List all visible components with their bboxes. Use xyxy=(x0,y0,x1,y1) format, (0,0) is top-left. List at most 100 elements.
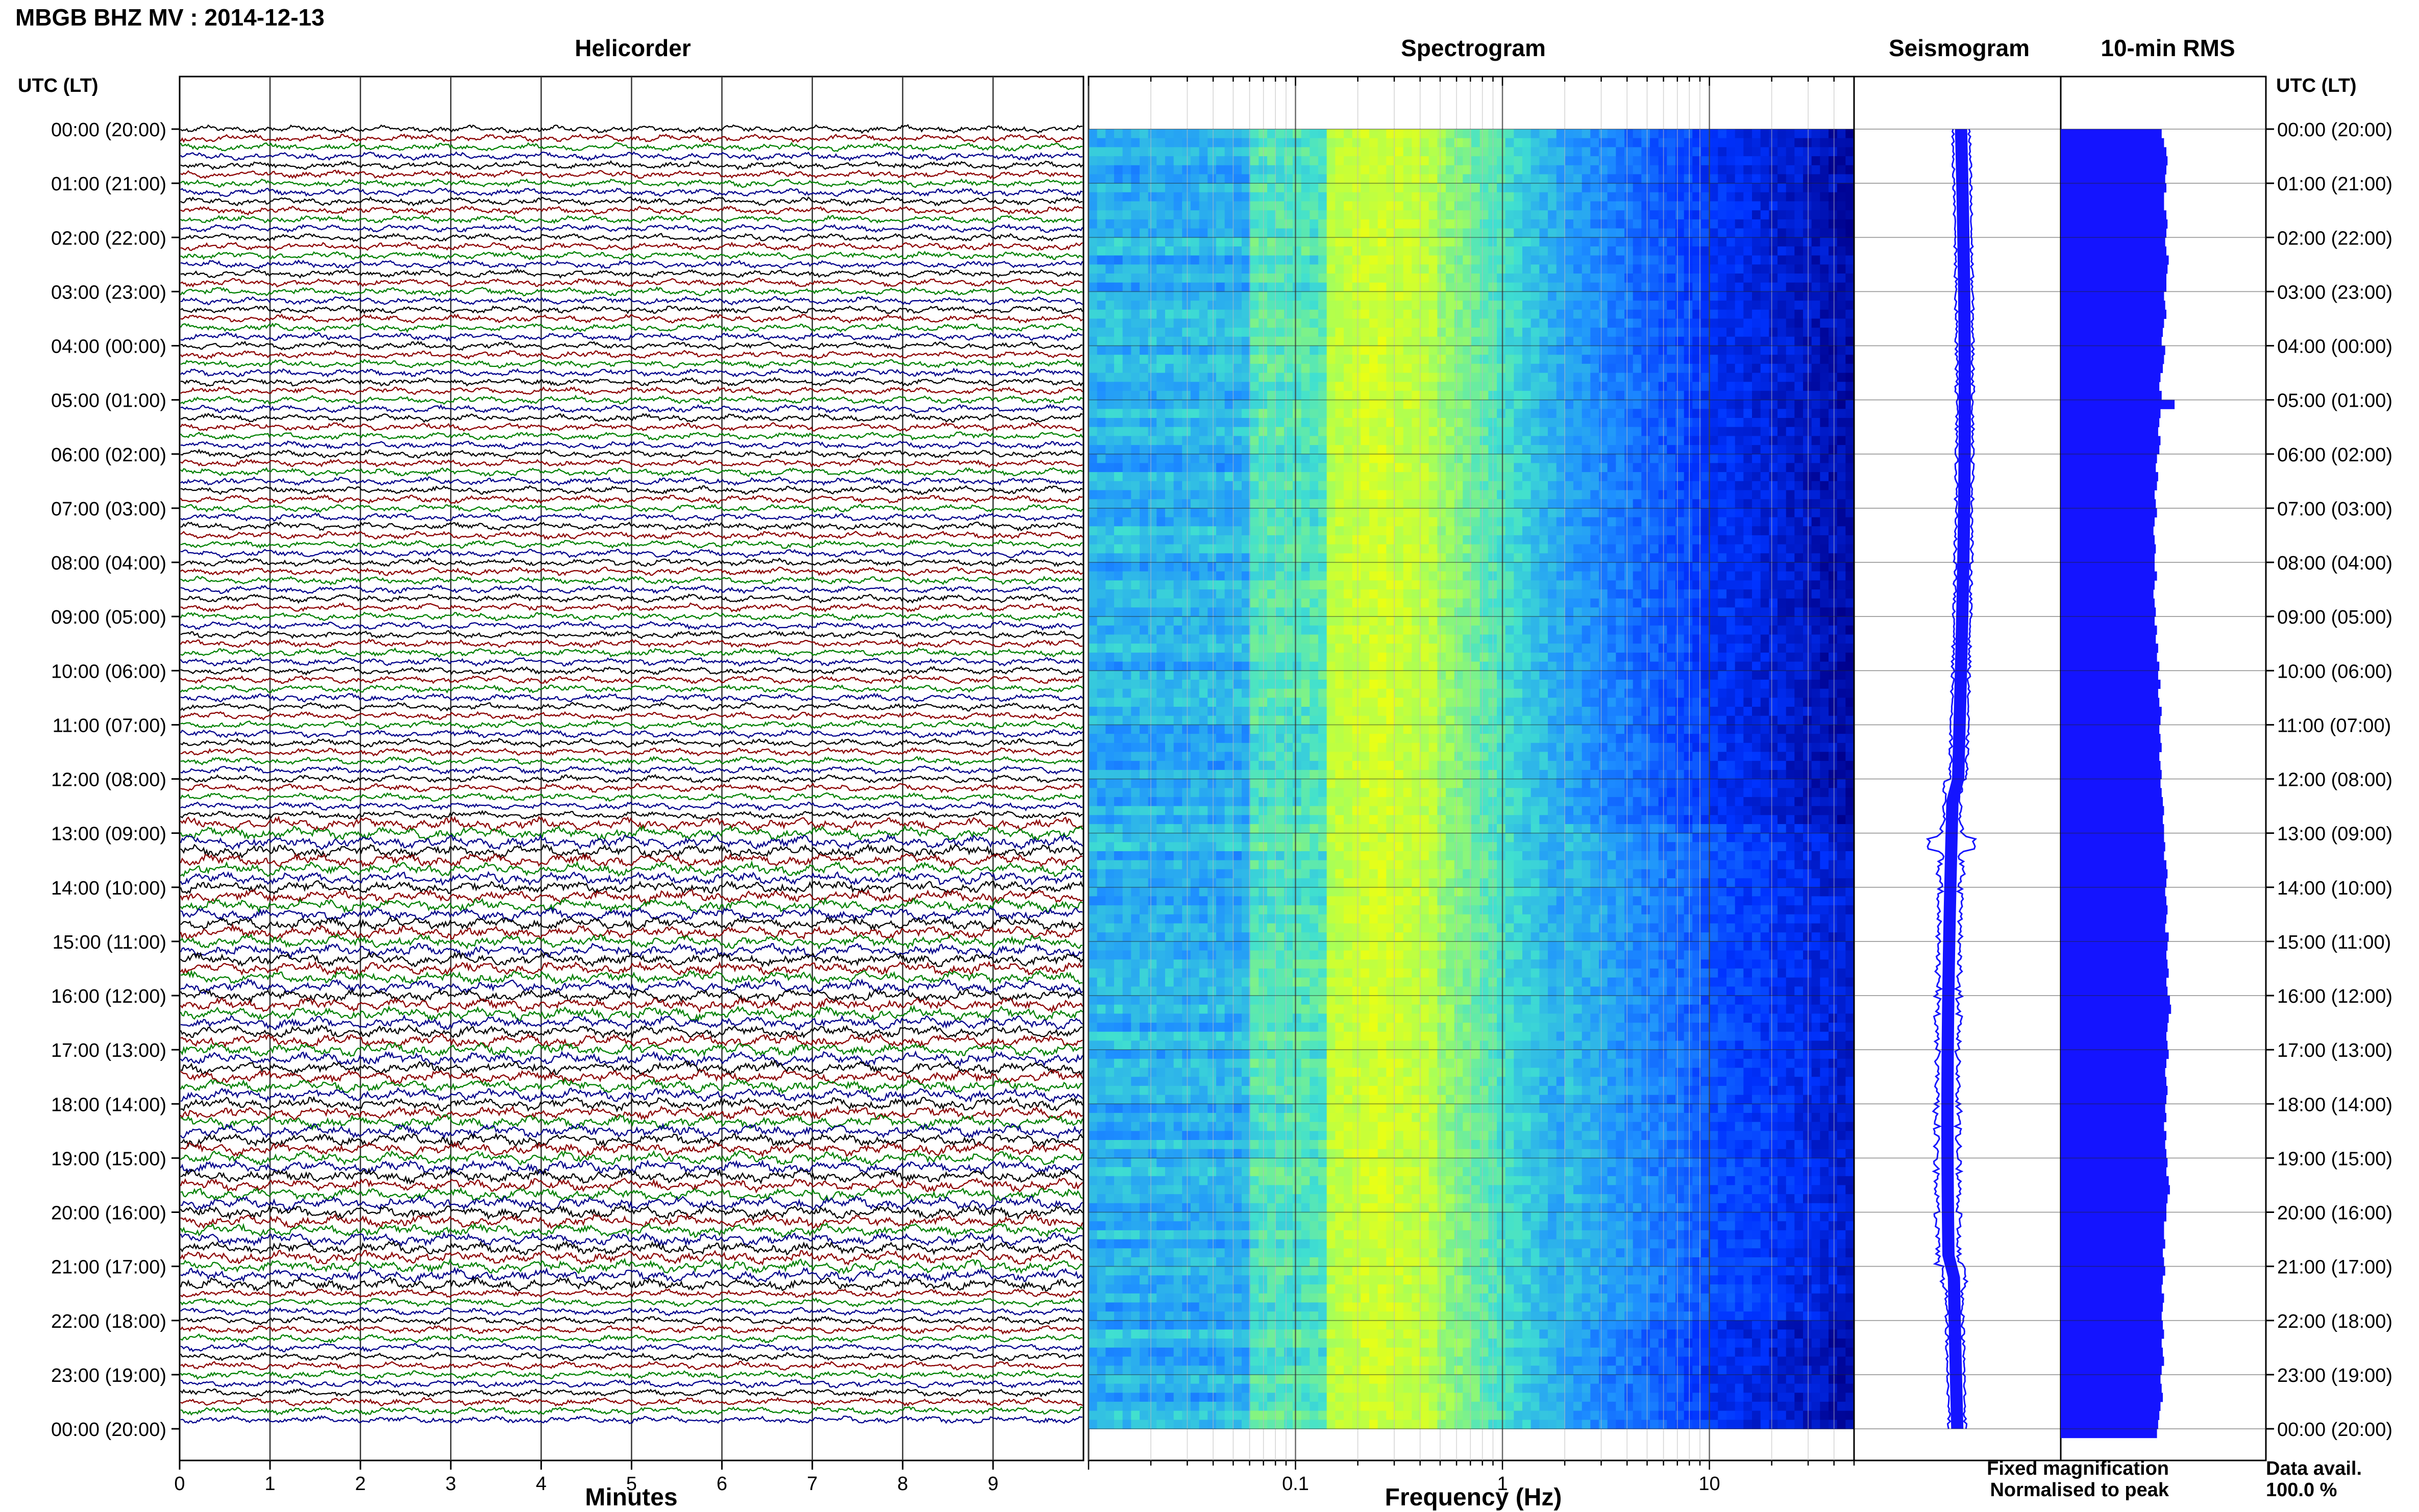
spectrogram-cell xyxy=(1301,427,1310,436)
spectrogram-cell xyxy=(1310,309,1319,319)
spectrogram-cell xyxy=(1658,282,1667,292)
helicorder-trace xyxy=(180,737,1083,748)
spectrogram-cell xyxy=(1284,156,1293,166)
spectrogram-cell xyxy=(1097,246,1106,256)
spectrogram-cell xyxy=(1122,526,1131,536)
spectrogram-cell xyxy=(1760,363,1769,374)
spectrogram-cell xyxy=(1573,481,1583,491)
spectrogram-cell xyxy=(1599,526,1608,536)
helicorder-trace xyxy=(180,576,1083,586)
spectrogram-cell xyxy=(1156,517,1166,527)
helicorder-trace xyxy=(180,684,1083,694)
spectrogram-cell xyxy=(1667,427,1676,436)
spectrogram-cell xyxy=(1301,174,1310,184)
spectrogram-cell xyxy=(1811,463,1820,473)
spectrogram-cell xyxy=(1326,282,1336,292)
spectrogram-cell xyxy=(1471,418,1480,428)
spectrogram-cell xyxy=(1224,246,1233,256)
spectrogram-cell xyxy=(1420,301,1429,310)
spectrogram-cell xyxy=(1428,174,1438,184)
spectrogram-cell xyxy=(1752,201,1761,211)
spectrogram-cell xyxy=(1284,427,1293,436)
spectrogram-cell xyxy=(1361,246,1370,256)
spectrogram-cell xyxy=(1811,301,1820,310)
spectrogram-cell xyxy=(1344,147,1353,157)
spectrogram-cell xyxy=(1778,129,1787,139)
spectrogram-cell xyxy=(1718,309,1727,319)
spectrogram-cell xyxy=(1301,607,1310,617)
spectrogram-cell xyxy=(1275,499,1285,509)
spectrogram-cell xyxy=(1386,390,1395,401)
spectrogram-cell xyxy=(1156,400,1166,409)
spectrogram-cell xyxy=(1565,409,1574,418)
spectrogram-cell xyxy=(1224,544,1233,554)
spectrogram-cell xyxy=(1820,165,1829,175)
spectrogram-cell xyxy=(1837,418,1846,428)
spectrogram-cell xyxy=(1293,282,1302,292)
spectrogram-cell xyxy=(1633,508,1642,518)
spectrogram-cell xyxy=(1709,183,1718,193)
spectrogram-cell xyxy=(1539,201,1548,211)
spectrogram-cell xyxy=(1820,274,1829,283)
spectrogram-cell xyxy=(1199,363,1208,374)
spectrogram-cell xyxy=(1097,463,1106,473)
helicorder-trace xyxy=(181,340,1083,351)
spectrogram-cell xyxy=(1386,183,1395,193)
spectrogram-cell xyxy=(1633,598,1642,608)
spectrogram-cell xyxy=(1369,246,1378,256)
spectrogram-cell xyxy=(1463,499,1472,509)
spectrogram-cell xyxy=(1650,345,1659,355)
spectrogram-cell xyxy=(1641,373,1650,382)
spectrogram-cell xyxy=(1369,418,1378,428)
spectrogram-cell xyxy=(1105,246,1115,256)
spectrogram-cell xyxy=(1242,427,1251,436)
spectrogram-cell xyxy=(1173,355,1182,364)
spectrogram-cell xyxy=(1811,373,1820,382)
spectrogram-cell xyxy=(1718,373,1727,382)
spectrogram-cell xyxy=(1565,156,1574,166)
spectrogram-cell xyxy=(1752,454,1761,464)
spectrogram-cell xyxy=(1692,454,1701,464)
spectrogram-cell xyxy=(1616,174,1625,184)
spectrogram-cell xyxy=(1633,454,1642,464)
spectrogram-cell xyxy=(1131,508,1140,518)
spectrogram-cell xyxy=(1624,355,1634,364)
spectrogram-cell xyxy=(1224,508,1233,518)
spectrogram-cell xyxy=(1616,544,1625,554)
spectrogram-cell xyxy=(1616,309,1625,319)
spectrogram-cell xyxy=(1156,607,1166,617)
spectrogram-cell xyxy=(1369,156,1378,166)
spectrogram-cell xyxy=(1267,418,1276,428)
spectrogram-cell xyxy=(1131,373,1140,382)
spectrogram-cell xyxy=(1369,192,1378,202)
spectrogram-cell xyxy=(1718,382,1727,391)
spectrogram-cell xyxy=(1505,472,1514,482)
spectrogram-cell xyxy=(1275,427,1285,436)
spectrogram-cell xyxy=(1829,373,1838,382)
spectrogram-cell xyxy=(1743,409,1752,418)
spectrogram-cell xyxy=(1242,318,1251,328)
spectrogram-cell xyxy=(1769,499,1778,509)
spectrogram-cell xyxy=(1718,463,1727,473)
spectrogram-cell xyxy=(1548,373,1557,382)
spectrogram-cell xyxy=(1344,490,1353,500)
spectrogram-cell xyxy=(1505,201,1514,211)
spectrogram-cell xyxy=(1335,156,1344,166)
spectrogram-cell xyxy=(1182,418,1191,428)
spectrogram-cell xyxy=(1573,400,1583,409)
spectrogram-cell xyxy=(1344,336,1353,346)
spectrogram-cell xyxy=(1275,183,1285,193)
spectrogram-cell xyxy=(1412,562,1421,572)
spectrogram-cell xyxy=(1318,156,1327,166)
spectrogram-cell xyxy=(1599,165,1608,175)
spectrogram-cell xyxy=(1514,526,1523,536)
spectrogram-cell xyxy=(1548,589,1557,599)
spectrogram-cell xyxy=(1514,427,1523,436)
spectrogram-cell xyxy=(1437,445,1446,455)
spectrogram-cell xyxy=(1743,571,1752,581)
helicorder-trace xyxy=(180,647,1083,658)
spectrogram-cell xyxy=(1778,553,1787,563)
spectrogram-cell xyxy=(1224,454,1233,464)
spectrogram-cell xyxy=(1599,490,1608,500)
spectrogram-cell xyxy=(1275,282,1285,292)
